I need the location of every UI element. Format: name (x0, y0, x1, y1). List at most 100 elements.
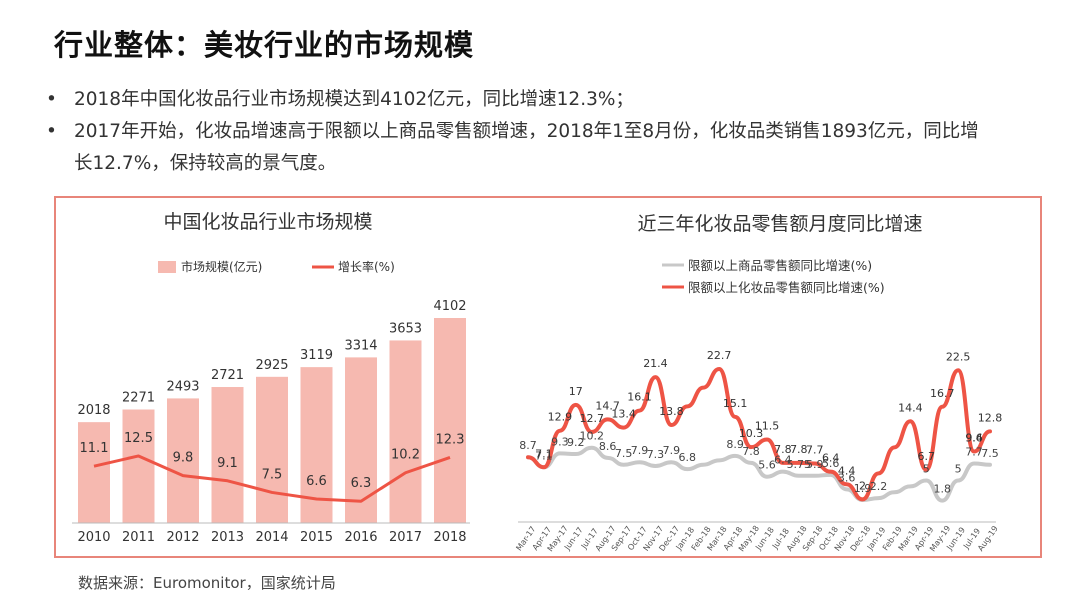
red-data-label: 14.4 (898, 401, 923, 414)
red-data-label: 13.4 (611, 408, 636, 421)
red-data-label: 12.8 (978, 411, 1003, 424)
bar (434, 318, 466, 523)
red-data-label: 13.8 (659, 405, 684, 418)
growth-rate-label: 11.1 (80, 441, 109, 456)
bar (122, 409, 155, 523)
bar-value-label: 4102 (433, 299, 466, 314)
bullet-item: 长12.7%，保持较高的景气度。 (46, 148, 1056, 180)
chart-title: 近三年化妆品零售额月度同比增速 (637, 213, 922, 235)
bar-value-label: 2271 (122, 391, 155, 406)
gray-data-label: 1.8 (933, 483, 951, 496)
gray-data-label: 10.2 (579, 430, 604, 443)
growth-rate-label: 7.5 (262, 467, 283, 482)
bullet-item: • 2017年开始，化妆品增速高于限额以上商品零售额增速，2018年1至8月份，… (46, 116, 1056, 148)
bullet-list: • 2018年中国化妆品行业市场规模达到4102亿元，同比增速12.3%； • … (46, 84, 1056, 180)
gray-data-label: 3.6 (838, 471, 856, 484)
gray-data-label: 7.5 (615, 447, 633, 460)
red-data-label: 22.5 (946, 350, 971, 363)
gray-data-label: 5.6 (822, 457, 840, 470)
bullet-text: 2018年中国化妆品行业市场规模达到4102亿元，同比增速12.3%； (74, 89, 634, 110)
gray-data-label: 6.8 (679, 451, 697, 464)
growth-rate-label: 12.5 (124, 431, 153, 446)
chart-title: 中国化妆品行业市场规模 (163, 211, 372, 233)
red-data-label: 2 (859, 479, 866, 492)
growth-rate-label: 10.2 (391, 448, 420, 463)
red-data-label: 9.6 (965, 432, 983, 445)
gray-data-label: 6.4 (774, 454, 792, 467)
red-series-line (526, 366, 992, 502)
legend-red-label: 限额以上化妆品零售额同比增速(%) (688, 280, 885, 295)
red-data-label: 14.7 (595, 399, 620, 412)
red-data-label: 11.5 (755, 420, 780, 433)
legend-bar-label: 市场规模(亿元) (181, 259, 262, 274)
gray-data-label: 8.7 (519, 439, 537, 452)
bar-value-label: 2721 (211, 368, 244, 383)
bullet-text: 2017年开始，化妆品增速高于限额以上商品零售额增速，2018年1至8月份，化妆… (74, 121, 979, 142)
source-note: 数据来源：Euromonitor，国家统计局 (78, 574, 336, 592)
bar (167, 398, 199, 523)
bullet-text: 长12.7%，保持较高的景气度。 (74, 153, 337, 174)
bar-value-label: 2018 (77, 403, 110, 418)
x-tick-label: 2010 (77, 530, 110, 545)
red-data-label: 22.7 (707, 349, 732, 362)
gray-data-label: 7.9 (663, 444, 681, 457)
gray-data-label: 5.6 (758, 459, 776, 472)
red-data-label: 16.7 (930, 387, 955, 400)
bar (256, 376, 288, 523)
red-data-label: 15.1 (723, 397, 748, 410)
red-data-label: 12.9 (548, 411, 573, 424)
gray-data-label: 7.5 (981, 447, 999, 460)
legend-bar-swatch (158, 261, 176, 273)
gray-data-label: 1.9 (854, 482, 872, 495)
red-data-label: 17 (569, 385, 583, 398)
red-data-label: 9.4 (965, 432, 983, 445)
gray-data-label: 9.2 (567, 436, 585, 449)
red-data-label: 6.7 (918, 450, 936, 463)
red-data-label: 7.7 (806, 443, 824, 456)
red-data-label: 16.1 (627, 391, 652, 404)
bar-value-label: 2493 (166, 379, 199, 394)
gray-data-label: 5 (955, 463, 962, 476)
gray-data-label: 7.3 (647, 448, 665, 461)
x-tick-label: 2014 (255, 530, 288, 545)
bar-value-label: 3119 (300, 348, 333, 363)
bar (389, 340, 422, 523)
gray-data-label: 7.7 (965, 445, 983, 458)
bullet-dot: • (46, 89, 57, 110)
gray-data-label: 7.8 (742, 445, 760, 458)
bullet-item: • 2018年中国化妆品行业市场规模达到4102亿元，同比增速12.3%； (46, 84, 1056, 116)
gray-data-label: 5.75 (787, 458, 812, 471)
x-tick-label: Aug-19 (976, 524, 1000, 553)
growth-rate-line (93, 454, 451, 503)
bullet-dot: • (46, 121, 57, 142)
gray-data-label: 7.9 (631, 444, 649, 457)
x-tick-label: 2015 (300, 530, 333, 545)
x-tick-label: 2012 (166, 530, 199, 545)
x-tick-label: 2016 (344, 530, 377, 545)
bar-value-label: 3653 (389, 321, 422, 336)
red-data-label: 4.4 (838, 464, 856, 477)
growth-rate-label: 9.1 (217, 456, 238, 471)
growth-rate-label: 12.3 (436, 432, 465, 447)
gray-data-label: 7.1 (535, 449, 553, 462)
growth-rate-label: 6.6 (306, 474, 327, 489)
red-data-label: 12.7 (579, 412, 604, 425)
legend-line-label: 增长率(%) (338, 259, 395, 274)
page-title: 行业整体：美妆行业的市场规模 (54, 28, 475, 62)
growth-rate-label: 6.3 (351, 476, 372, 491)
bar (78, 422, 110, 523)
x-tick-label: 2017 (389, 530, 422, 545)
gray-data-label: 9.3 (551, 435, 569, 448)
x-tick-label: 2018 (433, 530, 466, 545)
red-data-label: 7.8 (774, 443, 792, 456)
red-data-label: 10.3 (739, 427, 764, 440)
x-tick-label: 2011 (122, 530, 155, 545)
growth-rate-label: 9.8 (173, 451, 194, 466)
gray-data-label: 8.9 (726, 438, 744, 451)
gray-series-line (526, 445, 992, 503)
gray-data-label: 5 (923, 463, 930, 476)
red-data-label: 21.4 (643, 357, 668, 370)
legend-gray-label: 限额以上商品零售额同比增速(%) (688, 258, 872, 273)
